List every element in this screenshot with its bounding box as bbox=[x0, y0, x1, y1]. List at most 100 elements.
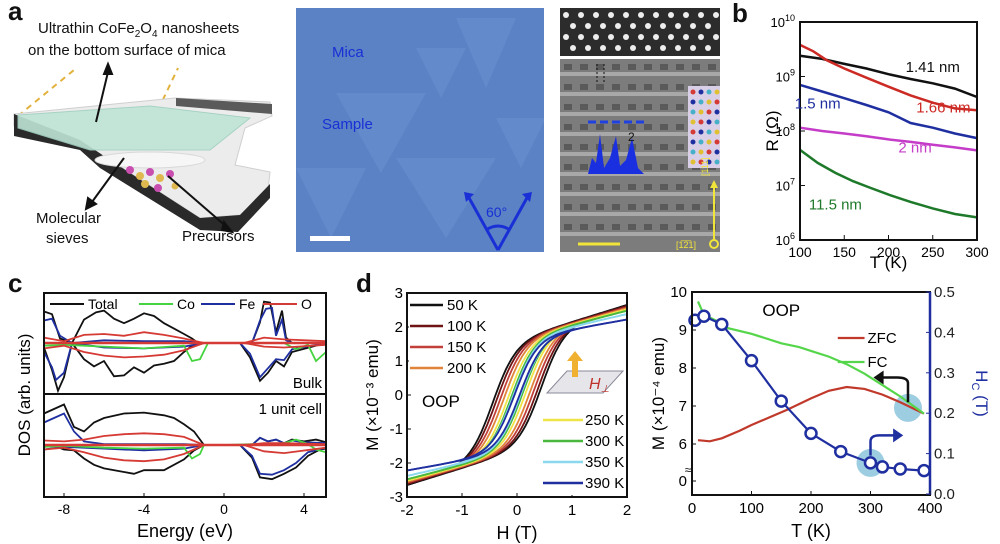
lattice-void bbox=[580, 144, 588, 150]
y-tick-label: -2 bbox=[390, 455, 403, 472]
y-tick-label-left: 9 bbox=[679, 322, 687, 339]
lattice-void bbox=[612, 204, 620, 210]
atom-column bbox=[675, 45, 681, 51]
annotation-oop: OOP bbox=[762, 301, 800, 320]
annotation-oop: OOP bbox=[422, 392, 460, 411]
x-tick-label: -1 bbox=[455, 502, 468, 519]
model-atom bbox=[714, 159, 720, 165]
lattice-void bbox=[628, 124, 636, 130]
lattice-fringe bbox=[560, 72, 720, 76]
y-tick-label: -1 bbox=[390, 421, 403, 438]
arrow-to-left-axis bbox=[882, 376, 910, 403]
model-atom bbox=[690, 119, 696, 125]
lattice-void bbox=[612, 184, 620, 190]
lattice-void bbox=[564, 124, 572, 130]
atom-column bbox=[660, 45, 666, 51]
model-atom bbox=[690, 129, 696, 135]
y-tick-label: 107 bbox=[776, 177, 795, 194]
lattice-void bbox=[612, 124, 620, 130]
data-point-hc bbox=[834, 444, 848, 459]
lattice-void bbox=[660, 144, 668, 150]
tem-lattice bbox=[560, 8, 720, 252]
lattice-void bbox=[580, 224, 588, 230]
y-axis-label-left: M (×10⁻⁴ emu) bbox=[649, 337, 668, 450]
atom-column bbox=[698, 12, 704, 18]
data-point-hc bbox=[917, 463, 931, 478]
loop-descending-300K bbox=[406, 309, 628, 481]
dos-line bbox=[43, 432, 327, 446]
model-atom bbox=[706, 99, 712, 105]
direction-111: [111] bbox=[700, 157, 710, 176]
legend-label: ZFC bbox=[868, 330, 897, 347]
lattice-void bbox=[596, 184, 604, 190]
y-tick-label: -3 bbox=[390, 489, 403, 506]
atom-column bbox=[675, 23, 681, 29]
atom-column bbox=[563, 12, 569, 18]
intensity-profile bbox=[588, 134, 644, 174]
x-tick-label: 200 bbox=[798, 500, 823, 517]
data-point-hc bbox=[804, 426, 818, 441]
lattice-fringe bbox=[560, 92, 720, 96]
lattice-void bbox=[564, 204, 572, 210]
lattice-void bbox=[564, 184, 572, 190]
x-axis-label: T (K) bbox=[870, 253, 907, 272]
data-point-hc bbox=[863, 456, 878, 470]
field-arrow-icon bbox=[572, 359, 578, 377]
lattice-void bbox=[628, 184, 636, 190]
x-axis-label: T (K) bbox=[791, 521, 831, 541]
atom-column bbox=[585, 45, 591, 51]
legend-label: 300 K bbox=[585, 433, 624, 450]
atom-column bbox=[653, 34, 659, 40]
atom-column bbox=[638, 12, 644, 18]
panel-letter-a: a bbox=[8, 0, 23, 26]
lattice-void bbox=[580, 124, 588, 130]
lattice-void bbox=[676, 124, 684, 130]
lattice-void bbox=[564, 84, 572, 90]
model-atom bbox=[706, 129, 712, 135]
arrow-head-right bbox=[893, 428, 904, 443]
model-atom bbox=[706, 109, 712, 115]
lattice-void bbox=[564, 64, 572, 70]
data-point-hc bbox=[744, 353, 759, 368]
legend-label: O bbox=[301, 296, 312, 312]
dos-line bbox=[43, 306, 326, 344]
y-tick-label-left: 10 bbox=[670, 284, 687, 301]
lattice-fringe bbox=[560, 132, 720, 136]
series-label: 1.66 nm bbox=[916, 99, 970, 116]
y-tick-label-right: 0.3 bbox=[934, 365, 955, 382]
title-text: nanosheets bbox=[157, 20, 240, 37]
legend-label: 50 K bbox=[447, 297, 478, 314]
lattice-void bbox=[644, 144, 652, 150]
atom-column bbox=[623, 34, 629, 40]
model-atom bbox=[690, 139, 696, 145]
series-label: 1.5 nm bbox=[795, 95, 841, 112]
subscript: 4 bbox=[151, 29, 158, 40]
lattice-void bbox=[676, 184, 684, 190]
lattice-void bbox=[564, 164, 572, 170]
lattice-void bbox=[612, 224, 620, 230]
lattice-void bbox=[580, 84, 588, 90]
panel-letter-c: c bbox=[8, 268, 23, 298]
lattice-void bbox=[564, 104, 572, 110]
series-label: 11.5 nm bbox=[809, 197, 862, 214]
y-tick-label-left: 7 bbox=[679, 398, 687, 415]
axis-break-icon: ≈ bbox=[685, 463, 692, 477]
legend-label: 250 K bbox=[585, 412, 624, 429]
lattice-void bbox=[644, 224, 652, 230]
atom-column bbox=[615, 45, 621, 51]
atom-column bbox=[615, 23, 621, 29]
chart-mt-hc: 0 100 200 300 400 0 6 7 8 9 10 ≈0.0 0.1 0.2 0.3 0.4 0.5 O… bbox=[649, 284, 991, 541]
lattice-void bbox=[596, 124, 604, 130]
legend-label: 150 K bbox=[447, 339, 486, 356]
lattice-void bbox=[580, 104, 588, 110]
atom-column bbox=[683, 12, 689, 18]
field-arrow-head bbox=[567, 351, 583, 361]
profile-label: 2 bbox=[628, 130, 635, 144]
model-atom bbox=[706, 139, 712, 145]
lattice-void bbox=[644, 184, 652, 190]
x-tick-label: 100 bbox=[788, 244, 812, 260]
title-text: Ultrathin CoFe bbox=[38, 20, 135, 37]
series-line-11-5-nm bbox=[799, 148, 978, 219]
model-atom bbox=[714, 119, 720, 125]
arrow-to-right-axis bbox=[869, 434, 895, 456]
